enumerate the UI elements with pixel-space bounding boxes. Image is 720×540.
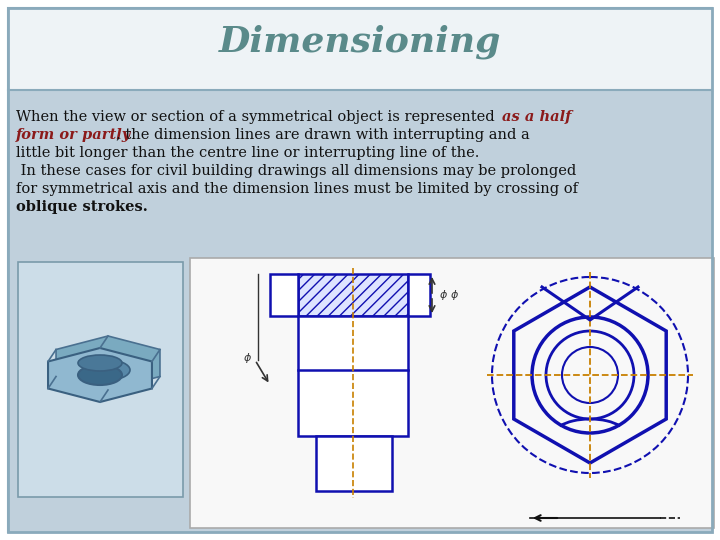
Text: When the view or section of a symmetrical object is represented: When the view or section of a symmetrica… xyxy=(16,110,499,124)
Bar xyxy=(8,255,712,532)
Bar xyxy=(18,262,183,497)
Bar xyxy=(408,274,430,316)
Bar xyxy=(8,8,712,90)
Bar xyxy=(270,274,298,316)
Text: little bit longer than the centre line or interrupting line of the.: little bit longer than the centre line o… xyxy=(16,146,480,160)
Bar xyxy=(8,90,712,255)
Ellipse shape xyxy=(78,355,122,371)
Text: , the dimension lines are drawn with interrupting and a: , the dimension lines are drawn with int… xyxy=(116,128,530,142)
Text: $\phi$: $\phi$ xyxy=(449,288,459,302)
Bar xyxy=(190,258,714,528)
Text: oblique strokes.: oblique strokes. xyxy=(16,200,148,214)
Bar xyxy=(298,274,408,316)
Bar xyxy=(298,316,408,436)
Text: $\phi$: $\phi$ xyxy=(243,351,251,365)
Text: for symmetrical axis and the dimension lines must be limited by crossing of: for symmetrical axis and the dimension l… xyxy=(16,182,578,196)
Polygon shape xyxy=(48,348,152,402)
Text: Dimensioning: Dimensioning xyxy=(219,25,501,59)
Ellipse shape xyxy=(78,365,122,385)
Polygon shape xyxy=(56,336,160,390)
Bar xyxy=(316,436,392,491)
Text: form or partly: form or partly xyxy=(16,128,131,142)
Text: In these cases for civil building drawings all dimensions may be prolonged: In these cases for civil building drawin… xyxy=(16,164,576,178)
Text: $\phi$: $\phi$ xyxy=(438,288,448,302)
Text: as a half: as a half xyxy=(502,110,572,124)
Ellipse shape xyxy=(86,360,130,380)
